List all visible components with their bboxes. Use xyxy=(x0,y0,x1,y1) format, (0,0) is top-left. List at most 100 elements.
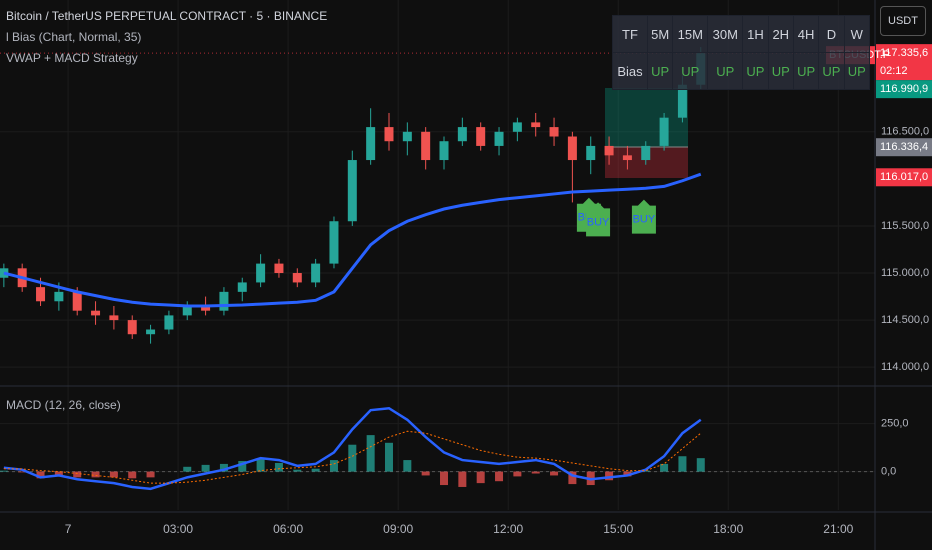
histogram-bar xyxy=(366,435,375,472)
histogram-bar xyxy=(568,471,577,485)
target-zone xyxy=(605,88,688,147)
x-tick-label: 7 xyxy=(65,522,72,536)
histogram-bar xyxy=(403,460,412,472)
x-tick-label: 03:00 xyxy=(163,522,193,536)
histogram-bar xyxy=(219,463,228,472)
table-cell: UP xyxy=(672,52,709,90)
histogram-bar xyxy=(696,458,705,472)
histogram-bar xyxy=(476,471,485,484)
price-label-box xyxy=(876,80,932,99)
candle-body xyxy=(127,320,137,335)
y-tick-label: 114.000,0 xyxy=(881,361,929,373)
histogram-bar xyxy=(201,464,210,472)
candle-body xyxy=(402,131,412,142)
y-tick-label: 114.500,0 xyxy=(881,314,929,326)
table-header-cell: 1H xyxy=(742,15,769,53)
histogram-bar xyxy=(293,469,302,472)
buy-label: BUY xyxy=(587,216,610,228)
macd-title: MACD (12, 26, close) xyxy=(6,398,121,412)
candle-body xyxy=(72,291,82,311)
histogram-bar xyxy=(91,471,100,478)
table-header-cell: 2H xyxy=(767,15,794,53)
histogram-bar xyxy=(183,466,192,472)
candle-body xyxy=(256,263,266,283)
y-tick-label: 250,0 xyxy=(881,418,909,430)
y-tick-label: 115.000,0 xyxy=(881,267,929,279)
candle-body xyxy=(329,221,339,264)
price-label: 116.336,4 xyxy=(880,141,928,153)
bias-table: TF 5M 15M 30M 1H 2H 4H D W Bias UP UP UP UP UP UP UP UP xyxy=(612,15,871,90)
x-tick-label: 06:00 xyxy=(273,522,303,536)
table-header-cell: W xyxy=(843,15,871,53)
table-cell: UP xyxy=(767,52,794,90)
histogram-bar xyxy=(531,471,540,474)
y-tick-label: 0,0 xyxy=(881,466,896,478)
candle-body xyxy=(457,127,467,142)
candle-body xyxy=(677,84,687,118)
price-label-box xyxy=(876,44,932,81)
histogram-bar xyxy=(421,471,430,476)
candle-body xyxy=(421,131,431,161)
table-header-cell: 4H xyxy=(792,15,820,53)
histogram-bar xyxy=(0,470,8,472)
histogram-bar xyxy=(458,471,467,487)
histogram-bar xyxy=(550,471,559,476)
macd-line xyxy=(3,406,702,491)
histogram-bar xyxy=(36,471,45,479)
chart-title: Bitcoin / TetherUS PERPETUAL CONTRACT · … xyxy=(6,9,327,23)
histogram-bar xyxy=(605,471,614,481)
table-cell: UP xyxy=(646,52,674,90)
histogram-bar xyxy=(54,471,63,476)
candle-body xyxy=(494,131,504,146)
histogram-bar xyxy=(146,471,155,478)
histogram-bar xyxy=(348,444,357,472)
candle-body xyxy=(146,329,156,335)
histogram-bar xyxy=(623,471,632,477)
signal-line xyxy=(3,430,702,484)
candle-body xyxy=(366,127,376,161)
buy-marker xyxy=(631,199,656,234)
x-tick-label: 18:00 xyxy=(713,522,743,536)
y-tick-label: 115.500,0 xyxy=(881,220,929,232)
histogram-bar xyxy=(660,463,669,472)
candle-body xyxy=(347,160,357,222)
histogram-bar xyxy=(238,461,247,472)
table-cell: UP xyxy=(843,52,871,90)
candle-body xyxy=(641,145,651,161)
candle-body xyxy=(311,263,321,283)
candle-body xyxy=(219,291,229,311)
candle-body xyxy=(439,141,449,161)
histogram-bar xyxy=(495,471,504,482)
x-tick-label: 15:00 xyxy=(603,522,633,536)
histogram-bar xyxy=(513,471,522,477)
y-tick-label: 116.500,0 xyxy=(881,126,929,138)
price-label: 116.990,9 xyxy=(880,83,928,95)
x-tick-label: 21:00 xyxy=(823,522,853,536)
candle-body xyxy=(201,305,211,311)
candle-body xyxy=(182,305,192,316)
candle-body xyxy=(476,127,486,146)
candle-body xyxy=(567,136,577,161)
histogram-bar xyxy=(311,468,320,472)
candle-body xyxy=(292,273,302,283)
table-cell: UP xyxy=(742,52,769,90)
candle-body xyxy=(531,122,541,128)
histogram-bar xyxy=(440,471,449,486)
price-label: 116.017,0 xyxy=(880,171,928,183)
currency-button[interactable]: USDT xyxy=(880,6,926,36)
legend-entry: VWAP + MACD Strategy xyxy=(6,51,138,65)
histogram-bar xyxy=(678,456,687,472)
candle-body xyxy=(36,287,46,302)
table-cell: UP xyxy=(792,52,820,90)
histogram-bar xyxy=(73,471,82,478)
table-header-cell: 5M xyxy=(646,15,674,53)
candle-body xyxy=(549,127,559,137)
buy-marker xyxy=(586,202,611,237)
legend-entry: l Bias (Chart, Normal, 35) xyxy=(6,30,141,44)
histogram-bar xyxy=(109,471,118,478)
x-tick-label: 09:00 xyxy=(383,522,413,536)
histogram-bar xyxy=(384,442,393,472)
